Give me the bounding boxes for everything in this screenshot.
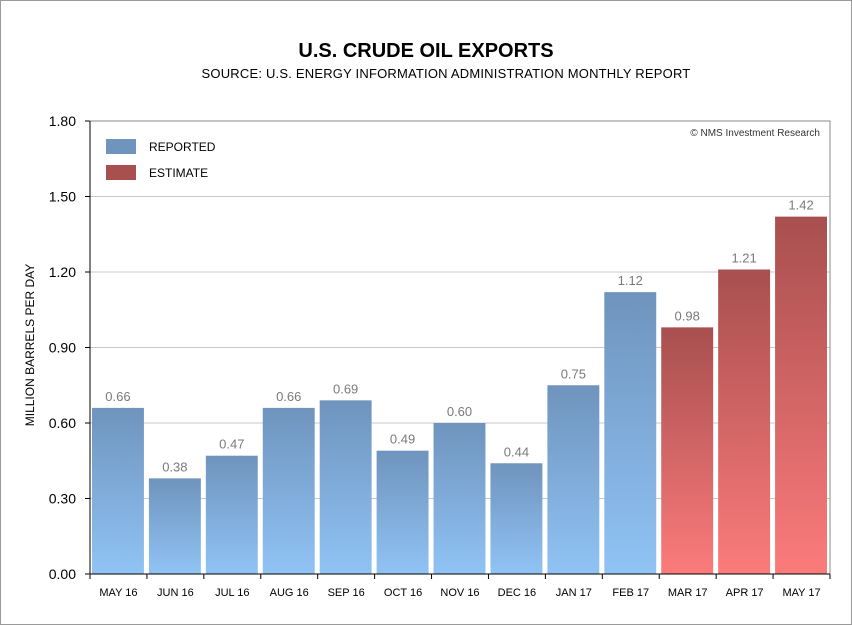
- bar: [376, 450, 429, 574]
- data-label: 0.44: [504, 444, 529, 459]
- chart-subtitle: SOURCE: U.S. ENERGY INFORMATION ADMINIST…: [201, 66, 691, 81]
- legend-label: ESTIMATE: [149, 166, 208, 180]
- plot-area: 0.00 0.30 0.60 0.90 1.20 1.50 1.80 0.66 MAY 16 0.…: [49, 113, 831, 599]
- x-tick-label: NOV 16: [440, 587, 479, 599]
- y-tick-label: 0.90: [49, 340, 76, 356]
- bar: [319, 400, 372, 574]
- bar: [262, 407, 315, 574]
- bar: [661, 327, 714, 574]
- data-label: 0.98: [675, 308, 700, 323]
- x-tick-label: SEP 16: [328, 587, 365, 599]
- bar: [547, 385, 600, 574]
- bar: [775, 216, 827, 574]
- x-tick-label: JUN 16: [157, 587, 194, 599]
- bar: [490, 463, 543, 574]
- x-tick-label: MAY 17: [782, 587, 820, 599]
- data-label: 0.49: [390, 432, 415, 447]
- bar: [433, 423, 486, 574]
- x-tick-label: JAN 17: [556, 587, 592, 599]
- bar: [92, 407, 144, 574]
- x-tick-label: JUL 16: [215, 587, 249, 599]
- y-tick-label: 1.20: [49, 264, 76, 280]
- chart-title: U.S. CRUDE OIL EXPORTS: [298, 40, 554, 62]
- y-tick-label: 0.00: [49, 566, 76, 582]
- y-tick-label: 1.50: [49, 189, 76, 205]
- x-tick-label: AUG 16: [270, 587, 309, 599]
- y-tick-label: 1.80: [49, 113, 76, 129]
- data-label: 0.60: [447, 404, 472, 419]
- data-label: 1.12: [618, 273, 643, 288]
- y-tick-label: 0.60: [49, 415, 76, 431]
- bar: [718, 269, 771, 574]
- data-label: 1.42: [788, 198, 813, 213]
- data-label: 1.21: [731, 250, 756, 265]
- legend-swatch: [106, 139, 136, 154]
- bar: [148, 478, 201, 574]
- y-tick-label: 0.30: [49, 491, 76, 507]
- credit-text: © NMS Investment Research: [690, 128, 820, 139]
- legend-label: REPORTED: [149, 140, 216, 154]
- x-tick-label: OCT 16: [384, 587, 422, 599]
- x-tick-label: DEC 16: [498, 587, 537, 599]
- x-tick-label: MAR 17: [668, 587, 708, 599]
- bar: [604, 292, 657, 574]
- x-tick-label: FEB 17: [612, 587, 649, 599]
- x-tick-label: APR 17: [726, 587, 764, 599]
- legend-swatch: [106, 165, 136, 180]
- data-label: 0.38: [162, 459, 187, 474]
- bar: [205, 455, 258, 574]
- data-label: 0.69: [333, 381, 358, 396]
- data-label: 0.66: [105, 389, 130, 404]
- data-label: 0.47: [219, 437, 244, 452]
- data-label: 0.66: [276, 389, 301, 404]
- x-tick-label: MAY 16: [99, 587, 137, 599]
- data-label: 0.75: [561, 366, 586, 381]
